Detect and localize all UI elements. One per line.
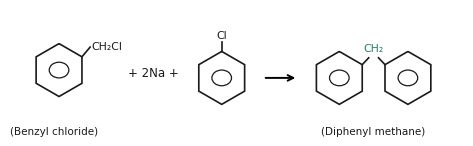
Text: + 2Na +: + 2Na + [128, 67, 178, 80]
Text: (Diphenyl methane): (Diphenyl methane) [322, 127, 426, 137]
Text: CH₂Cl: CH₂Cl [91, 42, 122, 52]
Text: CH₂: CH₂ [363, 44, 384, 54]
Text: Cl: Cl [217, 31, 227, 41]
Text: (Benzyl chloride): (Benzyl chloride) [10, 127, 98, 137]
